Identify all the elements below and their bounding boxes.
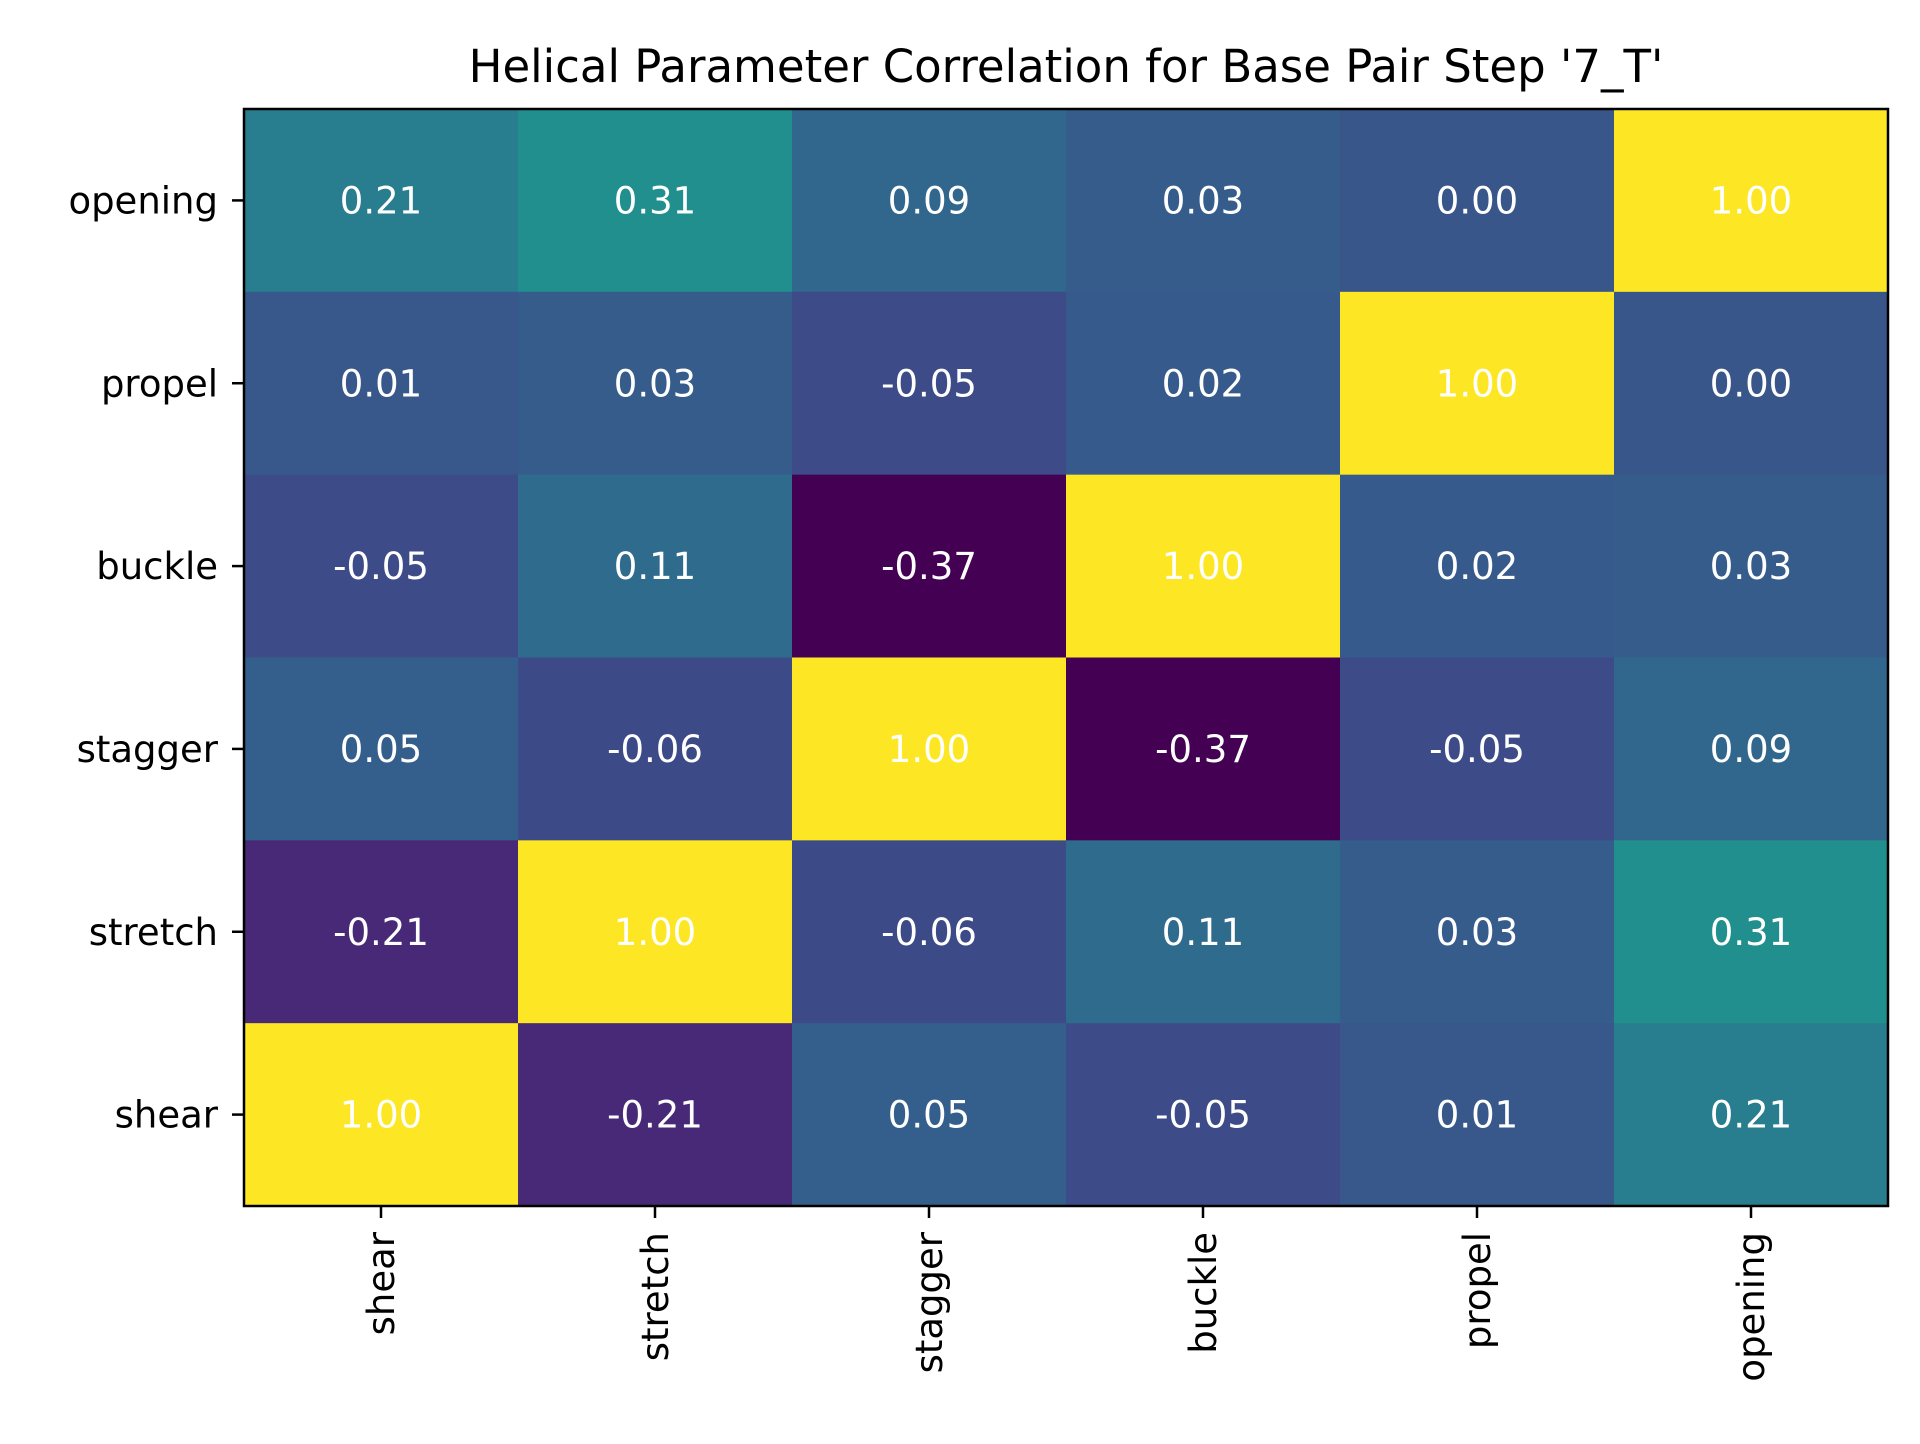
x-tick-label: propel: [1456, 1232, 1499, 1349]
heatmap-cell: [1066, 657, 1341, 841]
heatmap-cell: [518, 840, 793, 1024]
cell-value-label: 1.00: [614, 911, 696, 954]
heatmap-cell: [792, 1023, 1067, 1207]
cell-value-label: -0.05: [1155, 1094, 1251, 1137]
x-tick-label: opening: [1730, 1232, 1773, 1382]
cell-value-label: 0.31: [1710, 911, 1792, 954]
cell-value-label: -0.06: [607, 728, 703, 771]
y-tick-label: shear: [115, 1094, 219, 1137]
cell-value-label: -0.21: [333, 911, 429, 954]
cell-value-label: 0.09: [1710, 728, 1792, 771]
heatmap-cell: [244, 291, 519, 476]
y-tick-label: propel: [101, 362, 218, 405]
plot-frame: [242, 107, 1890, 1208]
heatmap-cell: [792, 109, 1067, 293]
cell-value-label: -0.06: [881, 911, 977, 954]
cell-value-label: 0.01: [1436, 1094, 1518, 1137]
cell-value-label: 0.31: [614, 179, 696, 222]
heatmap-cell: [1614, 291, 1889, 476]
heatmap-cell: [518, 109, 793, 293]
x-tick-label: stagger: [908, 1231, 951, 1373]
heatmap-cell: [1614, 840, 1889, 1024]
heatmap-cell: [1066, 291, 1341, 476]
cell-value-label: -0.05: [1429, 728, 1525, 771]
cell-value-label: 0.02: [1162, 362, 1244, 405]
heatmap-cell: [1340, 657, 1615, 841]
cell-value-label: 1.00: [1436, 362, 1518, 405]
heatmap-cell: [1614, 474, 1889, 658]
y-tick-label: buckle: [96, 545, 218, 588]
cell-value-label: 0.03: [1710, 545, 1792, 588]
heatmap-cell: [1614, 657, 1889, 841]
heatmap-cell: [792, 840, 1067, 1024]
heatmap-cell: [1066, 1023, 1341, 1207]
heatmap-cell: [1066, 109, 1341, 293]
heatmap-cell: [1614, 1023, 1889, 1207]
heatmap-cell: [1066, 474, 1341, 658]
y-tick-label: stretch: [89, 911, 218, 954]
cell-value-label: 1.00: [888, 728, 970, 771]
cell-value-label: 1.00: [340, 1094, 422, 1137]
heatmap-cell: [518, 1023, 793, 1207]
cell-value-label: 0.21: [1710, 1094, 1792, 1137]
cell-value-label: -0.37: [1155, 728, 1251, 771]
cell-value-label: 0.05: [340, 728, 422, 771]
cell-value-label: 0.00: [1710, 362, 1792, 405]
heatmap-cell: [792, 474, 1067, 658]
heatmap-annotations: 0.21 0.31 0.09 0.03 0.00 1.00 0.01 0.03 -0.05 0.0…: [333, 179, 1792, 1136]
x-tick-label: shear: [360, 1231, 403, 1335]
cell-value-label: 0.09: [888, 179, 970, 222]
heatmap-cell: [518, 291, 793, 476]
y-axis: opening propel buckle stagger stretch shear: [68, 179, 244, 1137]
cell-value-label: 0.00: [1436, 179, 1518, 222]
heatmap-cell: [1340, 474, 1615, 658]
heatmap-cell: [1340, 109, 1615, 293]
x-tick-label: buckle: [1182, 1232, 1225, 1354]
x-tick-label: stretch: [634, 1232, 677, 1361]
y-tick-label: stagger: [77, 728, 219, 771]
cell-value-label: 0.21: [340, 179, 422, 222]
y-tick-label: opening: [68, 179, 218, 222]
heatmap-cell: [792, 291, 1067, 476]
cell-value-label: -0.37: [881, 545, 977, 588]
heatmap-cell: [244, 474, 519, 658]
cell-value-label: -0.05: [333, 545, 429, 588]
cell-value-label: -0.05: [881, 362, 977, 405]
heatmap-cell: [244, 1023, 519, 1207]
heatmap-cell: [1614, 109, 1889, 293]
cell-value-label: 0.11: [614, 545, 696, 588]
heatmap-cells: [244, 109, 1889, 1207]
cell-value-label: 0.03: [614, 362, 696, 405]
cell-value-label: 1.00: [1710, 179, 1792, 222]
heatmap-cell: [1340, 1023, 1615, 1207]
cell-value-label: -0.21: [607, 1094, 703, 1137]
chart-title: Helical Parameter Correlation for Base P…: [469, 40, 1664, 93]
cell-value-label: 0.01: [340, 362, 422, 405]
heatmap-cell: [792, 657, 1067, 841]
heatmap-cell: [518, 474, 793, 658]
heatmap-cell: [244, 657, 519, 841]
heatmap-cell: [1066, 840, 1341, 1024]
cell-value-label: 0.11: [1162, 911, 1244, 954]
heatmap-cell: [518, 657, 793, 841]
heatmap-cell: [1340, 840, 1615, 1024]
cell-value-label: 0.03: [1436, 911, 1518, 954]
x-axis: shear stretch stagger buckle propel opening: [360, 1206, 1773, 1382]
heatmap-cell: [244, 840, 519, 1024]
cell-value-label: 0.03: [1162, 179, 1244, 222]
cell-value-label: 1.00: [1162, 545, 1244, 588]
heatmap-cell: [1340, 291, 1615, 476]
heatmap-cell: [244, 109, 519, 293]
cell-value-label: 0.02: [1436, 545, 1518, 588]
cell-value-label: 0.05: [888, 1094, 970, 1137]
